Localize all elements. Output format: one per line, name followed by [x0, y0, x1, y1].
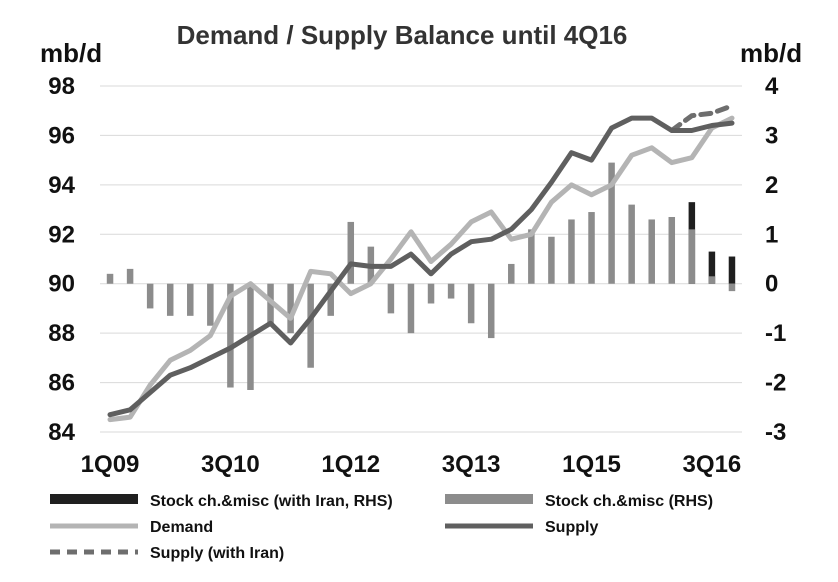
- right-tick-label: 4: [765, 73, 779, 100]
- legend: Stock ch.&misc (with Iran, RHS) Stock ch.…: [50, 493, 713, 562]
- bar-stock: [387, 283, 395, 314]
- legend-stock-label: Stock ch.&misc (RHS): [545, 493, 713, 510]
- left-axis-unit: mb/d: [40, 38, 102, 68]
- bar-stock: [427, 283, 435, 304]
- bar-stock: [467, 283, 475, 324]
- bar-stock-with-iran: [708, 251, 716, 284]
- bar-stock: [688, 229, 696, 284]
- left-tick-label: 96: [48, 122, 75, 149]
- x-tick-label: 1Q12: [321, 451, 380, 478]
- line-supply: [107, 115, 735, 418]
- bar-stock: [347, 221, 355, 284]
- x-tick-label: 1Q09: [81, 451, 140, 478]
- legend-supply-label: Supply: [545, 519, 598, 536]
- bar-stock: [227, 283, 234, 388]
- bar-stock: [207, 283, 214, 326]
- left-tick-label: 88: [48, 320, 75, 347]
- x-tick-label: 3Q13: [442, 451, 501, 478]
- bar-stock-with-iran: [728, 256, 736, 284]
- left-tick-label: 86: [48, 370, 75, 397]
- legend-stock-swatch: [445, 494, 533, 504]
- line-supply-with-iran: [669, 103, 735, 133]
- legend-stock-with-iran-label: Stock ch.&misc (with Iran, RHS): [150, 493, 393, 510]
- left-tick-label: 90: [48, 271, 75, 298]
- right-tick-label: 2: [765, 172, 778, 199]
- x-tick-label: 1Q15: [562, 451, 621, 478]
- bar-stock: [588, 212, 595, 284]
- bar-stock: [287, 283, 294, 334]
- line-series: [107, 103, 735, 423]
- left-tick-label: 98: [48, 73, 75, 100]
- x-tick-label: 3Q16: [683, 451, 742, 478]
- left-axis-ticks: 98 96 94 92 90 88 86 84: [48, 73, 75, 446]
- bar-stock: [487, 283, 495, 339]
- left-tick-label: 84: [48, 419, 75, 446]
- bar-stock: [106, 273, 114, 284]
- x-axis-ticks: 1Q09 3Q10 1Q12 3Q13 1Q15 3Q16: [81, 451, 742, 478]
- bar-stock: [166, 283, 174, 316]
- right-tick-label: 0: [765, 271, 778, 298]
- legend-demand-label: Demand: [150, 519, 213, 536]
- bar-stock: [126, 268, 134, 284]
- right-tick-label: 1: [765, 221, 778, 248]
- right-tick-label: -2: [765, 370, 786, 397]
- legend-supply-with-iran-label: Supply (with Iran): [150, 545, 284, 562]
- bar-stock: [548, 236, 555, 284]
- bar-stock: [728, 283, 736, 292]
- bar-series: [106, 162, 736, 390]
- bar-stock: [267, 283, 274, 326]
- bar-stock: [447, 283, 455, 299]
- bar-stock: [327, 283, 334, 316]
- bar-stock: [608, 162, 615, 284]
- right-axis-unit: mb/d: [740, 38, 802, 68]
- bar-stock: [668, 216, 676, 284]
- left-tick-label: 94: [48, 172, 75, 199]
- line-demand: [107, 115, 735, 423]
- right-tick-label: 3: [765, 122, 778, 149]
- bar-stock: [568, 219, 575, 284]
- bar-stock: [708, 276, 716, 284]
- x-tick-label: 3Q10: [201, 451, 260, 478]
- bar-stock: [187, 283, 194, 316]
- left-tick-label: 92: [48, 221, 75, 248]
- bar-stock: [407, 283, 415, 334]
- chart-title: Demand / Supply Balance until 4Q16: [177, 20, 628, 50]
- right-tick-label: -3: [765, 419, 786, 446]
- gridlines: [100, 85, 742, 433]
- bar-stock: [508, 263, 515, 284]
- bar-stock: [146, 283, 154, 309]
- bar-stock: [528, 229, 535, 284]
- legend-stock-with-iran-swatch: [50, 494, 138, 504]
- right-axis-ticks: 4 3 2 1 0 -1 -2 -3: [765, 73, 786, 446]
- bar-stock: [307, 283, 314, 368]
- bar-stock: [628, 204, 635, 284]
- right-tick-label: -1: [765, 320, 786, 347]
- bar-stock: [648, 219, 655, 284]
